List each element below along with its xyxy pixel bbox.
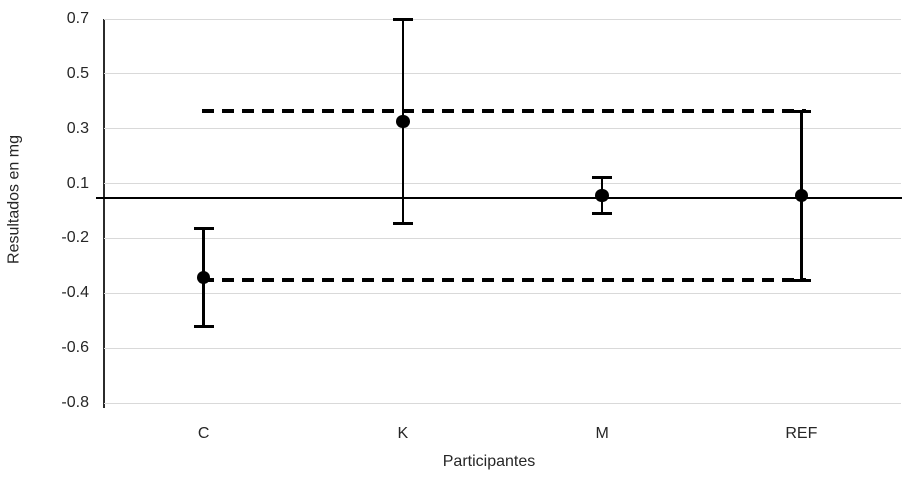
center-line [96, 196, 902, 200]
gridline [104, 73, 901, 75]
data-point-M [595, 188, 609, 203]
data-point-K [396, 114, 410, 129]
error-bar-cap-bottom-M [592, 212, 613, 216]
gridline [104, 402, 901, 404]
error-bar-cap-bottom-REF [791, 278, 812, 282]
gridline [104, 183, 901, 185]
data-point-REF [794, 188, 809, 203]
error-bar-cap-bottom-K [392, 222, 413, 226]
upper-limit-line [201, 109, 807, 113]
gridline [104, 237, 901, 239]
error-bar-cap-bottom-C [193, 324, 214, 328]
error-bar-cap-top-M [592, 176, 613, 180]
lower-limit-line [201, 278, 807, 282]
x-tick-label-K: K [397, 425, 409, 442]
x-tick-label-REF: REF [785, 425, 818, 442]
gridline [104, 18, 901, 20]
x-tick-label-M: M [595, 425, 609, 442]
y-tick-label: -0.6 [61, 339, 89, 357]
error-bar-cap-top-C [193, 227, 214, 231]
error-bar-cap-top-REF [791, 109, 812, 113]
x-tick-label-C: C [197, 425, 210, 442]
x-axis-title: Participantes [442, 453, 536, 470]
y-axis-line [103, 19, 105, 408]
y-tick-label: -0.4 [61, 284, 89, 302]
data-point-C [196, 270, 211, 285]
y-tick-label: -0.8 [61, 394, 89, 411]
y-tick-label: 0.5 [66, 64, 89, 82]
y-tick-label: 0.3 [66, 119, 89, 137]
error-bar-cap-top-K [392, 17, 413, 21]
y-tick-label: 0.1 [66, 174, 89, 192]
y-tick-label: 0.7 [66, 10, 89, 27]
gridline [104, 128, 901, 130]
gridline [104, 292, 901, 294]
gridline [104, 347, 901, 349]
y-tick-label: -0.2 [61, 229, 89, 247]
